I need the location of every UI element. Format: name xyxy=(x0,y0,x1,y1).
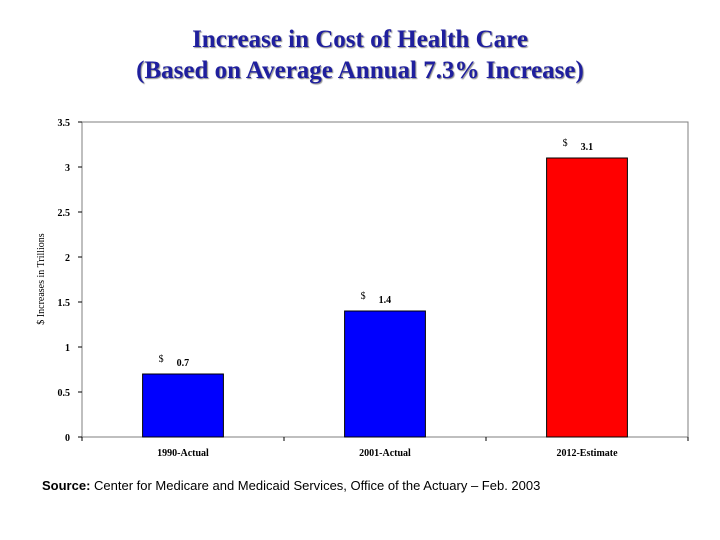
y-tick-label: 2.5 xyxy=(58,208,71,219)
source-label: Source: xyxy=(42,478,91,493)
y-axis-label: $ Increases in Trillions xyxy=(36,233,47,324)
y-tick-label: 2 xyxy=(65,253,70,264)
y-tick-label: 3.5 xyxy=(58,118,71,129)
y-tick-label: 3 xyxy=(65,163,70,174)
y-tick-label: 1.5 xyxy=(58,298,71,309)
chart-title-line-1: Increase in Cost of Health Care xyxy=(192,26,528,53)
data-label-prefix: $ xyxy=(563,138,568,149)
y-axis: 0 0.5 1 1.5 2 2.5 3 3.5 xyxy=(58,118,82,444)
data-label-value: 3.1 xyxy=(581,142,594,153)
chart-title-line-2: (Based on Average Annual 7.3% Increase) xyxy=(136,57,584,84)
x-tick-label: 1990-Actual xyxy=(157,448,209,459)
data-label-value: 0.7 xyxy=(177,358,190,369)
source-note: Source: Center for Medicare and Medicaid… xyxy=(42,478,692,493)
x-tick-label: 2012-Estimate xyxy=(556,448,618,459)
x-axis: 1990-Actual 2001-Actual 2012-Estimate xyxy=(81,437,689,459)
data-label-prefix: $ xyxy=(361,291,366,302)
bar-2001-actual xyxy=(344,310,426,438)
data-label-value: 1.4 xyxy=(379,295,392,306)
bars: $0.7 $ 1.4 $ 3.1 xyxy=(142,138,628,438)
chart-title: Increase in Cost of Health Care (Based o… xyxy=(0,24,720,86)
bar-2012-estimate xyxy=(546,157,628,438)
source-text: Center for Medicare and Medicaid Service… xyxy=(90,478,541,493)
x-tick-label: 2001-Actual xyxy=(359,448,411,459)
y-tick-label: 0 xyxy=(65,433,70,444)
data-label-prefix: $ xyxy=(159,354,164,365)
y-tick-label: 1 xyxy=(65,343,70,354)
y-tick-label: 0.5 xyxy=(58,388,71,399)
bar-chart: 0 0.5 1 1.5 2 2.5 3 3.5 $0.7 $ 1.4 $ 3.1 1990-Actua… xyxy=(36,118,689,459)
bar-1990-actual xyxy=(142,373,224,438)
